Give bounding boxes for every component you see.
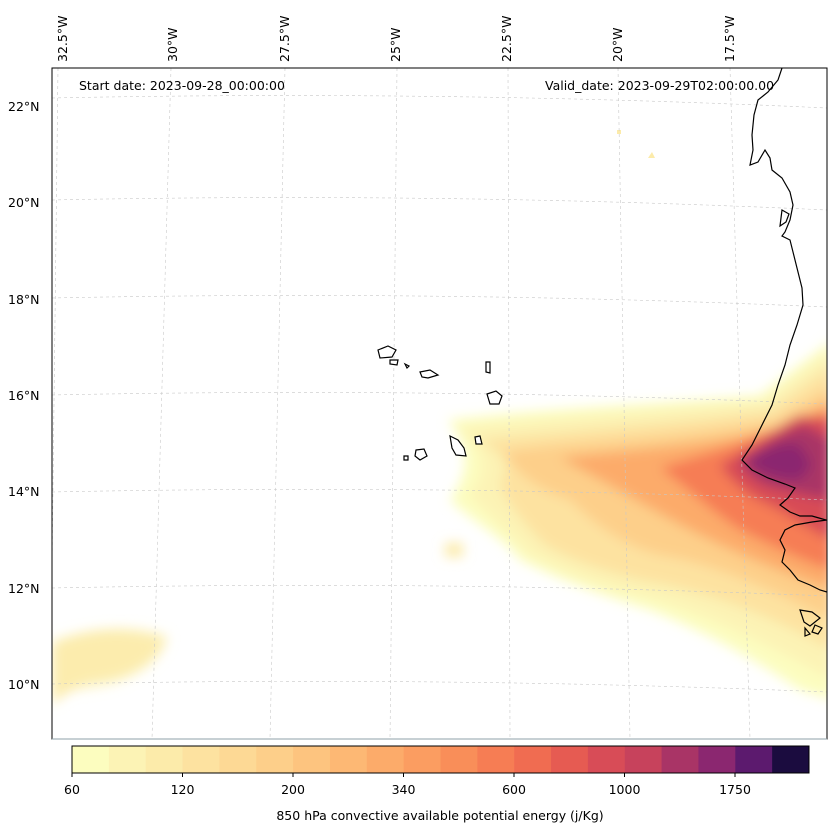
island-boa-vista (486, 390, 503, 405)
island-sao-vicente (389, 359, 399, 366)
start-date-label: Start date: 2023-09-28_00:00:00 (79, 78, 285, 93)
coastlines (741, 68, 827, 637)
lon-label: 25°W (388, 27, 403, 62)
colorbar: 60 120 200 340 600 1000 1750 (64, 745, 810, 797)
colorbar-swatch (551, 746, 589, 773)
colorbar-tick-label: 600 (502, 782, 526, 797)
colorbar-swatches (72, 746, 810, 773)
valid-date-label: Valid_date: 2023-09-29T02:00:00.00 (545, 78, 775, 93)
coast-detail (779, 209, 790, 228)
island-fogo (414, 448, 428, 461)
colorbar-swatch (735, 746, 773, 773)
island-santo-antao (377, 345, 397, 359)
colorbar-swatch (256, 746, 294, 773)
cape-patch-small (445, 543, 463, 557)
colorbar-swatch (698, 746, 736, 773)
colorbar-swatch (624, 746, 663, 773)
cape-contour-1750 (745, 443, 812, 480)
colorbar-swatch (403, 746, 441, 773)
island-sao-nicolau (419, 369, 440, 379)
island-santiago (449, 434, 467, 457)
coast-islands (799, 609, 823, 637)
colorbar-swatch (293, 746, 331, 773)
cape-speck-2 (648, 152, 655, 158)
africa-coastline (741, 68, 827, 521)
colorbar-swatch (514, 746, 552, 773)
colorbar-swatch (772, 746, 810, 773)
colorbar-swatch (587, 746, 626, 773)
island-santa-luzia (403, 362, 411, 370)
lat-label: 14°N (8, 484, 40, 499)
latitude-labels: 22°N 20°N 18°N 16°N 14°N 12°N 10°N (8, 99, 40, 692)
lon-label: 32.5°W (55, 16, 70, 62)
island-brava (403, 455, 409, 461)
colorbar-title: 850 hPa convective available potential e… (276, 808, 604, 823)
colorbar-tick-label: 120 (171, 782, 195, 797)
colorbar-tick-label: 200 (281, 782, 305, 797)
colorbar-swatch (440, 746, 478, 773)
colorbar-swatch (219, 746, 257, 773)
lon-label: 27.5°W (277, 16, 292, 62)
colorbar-ticks (71, 773, 736, 777)
colorbar-swatch (366, 746, 405, 773)
cape-verde-islands (377, 345, 503, 461)
colorbar-swatch (108, 746, 147, 773)
colorbar-swatch (72, 746, 110, 773)
lat-label: 16°N (8, 388, 40, 403)
lon-label: 30°W (165, 27, 180, 62)
colorbar-tick-label: 340 (392, 782, 416, 797)
colorbar-border (71, 745, 810, 774)
gridlines (52, 68, 827, 739)
colorbar-tick-label: 60 (64, 782, 80, 797)
colorbar-tick-labels: 60 120 200 340 600 1000 1750 (64, 782, 751, 797)
lat-label: 12°N (8, 581, 40, 596)
colorbar-tick-label: 1000 (609, 782, 641, 797)
colorbar-swatch (661, 746, 699, 773)
africa-coastline-south (779, 519, 827, 593)
lat-label: 20°N (8, 195, 40, 210)
lon-label: 20°W (610, 27, 625, 62)
colorbar-swatch (329, 746, 368, 773)
cape-patch-west-outer (52, 627, 168, 705)
lat-label: 10°N (8, 677, 40, 692)
colorbar-swatch (145, 746, 184, 773)
colorbar-swatch (477, 746, 515, 773)
cape-speck-1 (617, 130, 621, 134)
lon-label: 22.5°W (499, 16, 514, 62)
colorbar-tick-label: 1750 (719, 782, 751, 797)
island-maio (474, 435, 483, 445)
lat-label: 22°N (8, 99, 40, 114)
longitude-labels: 32.5°W 30°W 27.5°W 25°W 22.5°W 20°W 17.5… (55, 16, 737, 62)
map-frame: 32.5°W 30°W 27.5°W 25°W 22.5°W 20°W 17.5… (8, 16, 828, 740)
island-sal (485, 361, 491, 374)
lon-label: 17.5°W (722, 16, 737, 62)
cape-field (52, 130, 827, 705)
colorbar-swatch (182, 746, 220, 773)
lat-label: 18°N (8, 292, 40, 307)
